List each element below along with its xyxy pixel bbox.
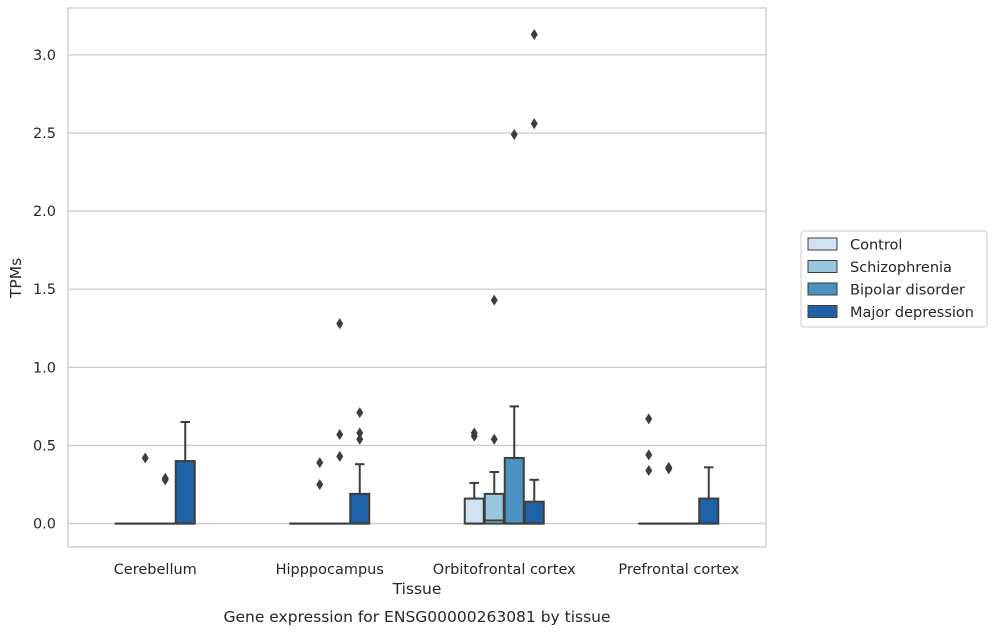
legend-label: Control xyxy=(850,238,902,254)
y-tick-label: 0.5 xyxy=(33,438,56,454)
legend-label: Bipolar disorder xyxy=(850,283,965,299)
box-bipolar-disorder xyxy=(503,129,525,525)
box-control xyxy=(463,427,485,525)
x-tick-labels: Cerebellum Hipppocampus Orbitofrontal cort… xyxy=(114,562,740,578)
legend-frame xyxy=(800,230,988,328)
y-tick-label: 1.0 xyxy=(33,360,56,376)
box-groups xyxy=(114,29,720,525)
outlier-point xyxy=(316,479,324,491)
outlier-point xyxy=(490,294,498,306)
box-major-depression xyxy=(349,407,371,525)
legend-swatch xyxy=(807,260,838,273)
outlier-point xyxy=(336,429,344,441)
legend-swatch xyxy=(807,305,838,318)
x-tick-label: Orbitofrontal cortex xyxy=(433,562,576,578)
y-tick-label: 1.5 xyxy=(33,282,56,298)
y-tick-label: 3.0 xyxy=(33,48,56,64)
legend-label: Schizophrenia xyxy=(850,260,952,276)
box-major-depression xyxy=(174,421,196,525)
box-bipolar-disorder xyxy=(329,318,351,525)
box-body xyxy=(483,492,505,525)
outlier-point xyxy=(470,427,478,439)
outlier-point xyxy=(510,129,518,141)
x-axis-title: Tissue xyxy=(392,580,442,598)
legend: Control Schizophrenia Bipolar disorder Majo… xyxy=(800,230,988,328)
legend-swatch xyxy=(807,282,838,296)
outlier-point xyxy=(356,433,364,445)
y-tick-label: 2.0 xyxy=(33,204,56,220)
outlier-point xyxy=(141,452,149,464)
legend-label: Major depression xyxy=(850,305,974,321)
y-tick-labels: 0.0 0.5 1.0 1.5 2.0 2.5 3.0 xyxy=(33,48,56,533)
x-tick-label: Hipppocampus xyxy=(276,562,384,578)
box-schizophrenia xyxy=(658,461,680,525)
plot-frame xyxy=(67,7,767,548)
outlier-point xyxy=(336,318,344,330)
box-schizophrenia xyxy=(134,452,156,525)
outlier-point xyxy=(356,407,364,419)
outlier-point xyxy=(316,457,324,469)
box-major-depression xyxy=(523,29,545,525)
y-tick-label: 0.0 xyxy=(33,517,56,533)
box-body xyxy=(349,492,371,525)
legend-swatch xyxy=(807,237,838,251)
box-major-depression xyxy=(698,466,720,525)
box-body xyxy=(174,460,196,525)
outlier-point xyxy=(356,427,364,439)
outlier-point xyxy=(645,464,653,476)
outlier-point xyxy=(530,118,538,130)
box-bipolar-disorder xyxy=(154,472,176,525)
outlier-point xyxy=(645,449,653,461)
y-axis-title: TPMs xyxy=(7,258,25,299)
y-tick-label: 2.5 xyxy=(33,126,56,142)
box-body xyxy=(523,500,545,525)
box-schizophrenia xyxy=(309,457,331,525)
box-schizophrenia xyxy=(483,294,505,525)
outlier-point xyxy=(490,433,498,445)
box-body xyxy=(698,497,720,525)
outlier-point xyxy=(336,450,344,462)
outlier-point xyxy=(161,472,169,484)
outlier-point xyxy=(645,413,653,425)
box-control xyxy=(638,413,660,525)
x-tick-label: Prefrontal cortex xyxy=(618,562,739,578)
box-body xyxy=(503,456,525,525)
outlier-point xyxy=(530,29,538,41)
x-tick-label: Cerebellum xyxy=(114,562,197,578)
box-body xyxy=(463,497,485,525)
grid-lines xyxy=(68,54,766,525)
chart-caption: Gene expression for ENSG00000263081 by t… xyxy=(223,608,610,626)
outlier-point xyxy=(665,461,673,473)
